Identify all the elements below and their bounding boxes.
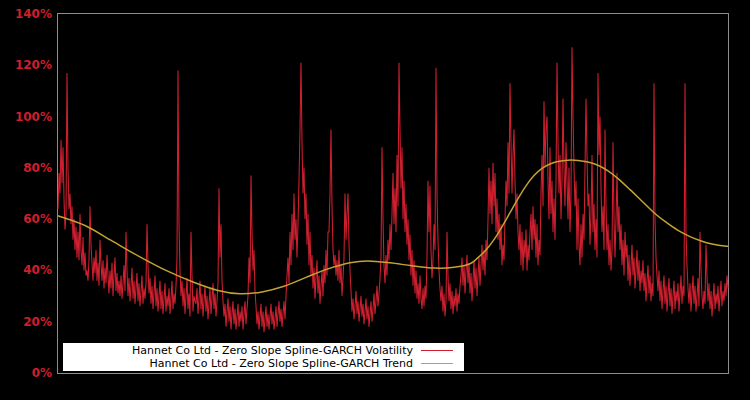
y-axis-label: 0% bbox=[0, 366, 52, 380]
legend-line-trend-sample bbox=[421, 363, 453, 364]
y-axis-label: 120% bbox=[0, 58, 52, 72]
legend-label-volatility: Hannet Co Ltd - Zero Slope Spline-GARCH … bbox=[132, 344, 413, 358]
legend-row-trend: Hannet Co Ltd - Zero Slope Spline-GARCH … bbox=[63, 357, 464, 371]
volatility-line bbox=[58, 47, 728, 332]
y-axis-label: 100% bbox=[0, 110, 52, 124]
volatility-chart: 0% 20% 40% 60% 80% 100% 120% 140% Hannet Co Ltd… bbox=[0, 0, 750, 400]
y-axis-label: 140% bbox=[0, 7, 52, 21]
legend-row-volatility: Hannet Co Ltd - Zero Slope Spline-GARCH … bbox=[63, 344, 464, 358]
legend: Hannet Co Ltd - Zero Slope Spline-GARCH … bbox=[63, 343, 464, 371]
legend-line-volatility-sample bbox=[421, 350, 453, 351]
plot-area bbox=[0, 0, 750, 400]
y-axis-label: 20% bbox=[0, 315, 52, 329]
y-axis-label: 80% bbox=[0, 161, 52, 175]
y-axis-label: 40% bbox=[0, 263, 52, 277]
y-axis-label: 60% bbox=[0, 212, 52, 226]
legend-label-trend: Hannet Co Ltd - Zero Slope Spline-GARCH … bbox=[149, 357, 413, 371]
